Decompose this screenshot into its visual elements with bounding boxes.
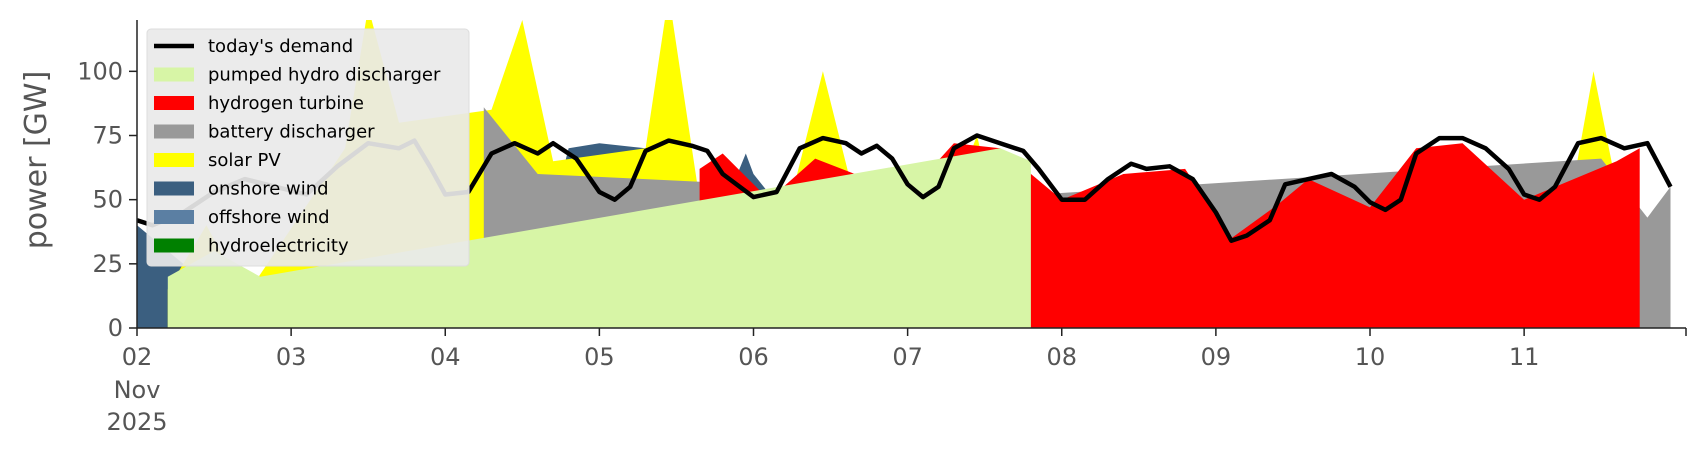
legend-label-pumped-hydro-discharger: pumped hydro discharger: [208, 65, 441, 86]
x-tick-label: 04: [430, 343, 461, 371]
y-tick-label: 50: [92, 186, 123, 214]
legend-swatch-hydroelectricity: [154, 238, 194, 253]
y-tick-label: 75: [92, 122, 123, 150]
legend-label-offshore-wind: offshore wind: [208, 207, 330, 228]
legend-swatch-pumped-hydro-discharger: [154, 67, 194, 82]
legend-label-hydrogen-turbine: hydrogen turbine: [208, 93, 364, 114]
x-tick-label: 02: [122, 343, 153, 371]
legend: today's demand pumped hydro discharger hyd…: [146, 28, 470, 267]
x-tick-label: 07: [892, 343, 923, 371]
x-tick-label: 05: [584, 343, 615, 371]
legend-box: [146, 28, 470, 267]
y-axis-label: power [GW]: [19, 71, 54, 250]
x-tick-label: 09: [1201, 343, 1232, 371]
x-tick-label: 11: [1509, 343, 1540, 371]
area-pumped-hydro-discharger: [167, 148, 1031, 328]
legend-swatch-solar-pv: [154, 153, 194, 167]
legend-swatch-hydrogen-turbine: [154, 96, 194, 110]
x-date-label: Nov: [114, 376, 161, 404]
legend-swatch-battery-discharger: [154, 124, 194, 139]
x-tick-label: 10: [1355, 343, 1386, 371]
x-tick-label: 08: [1046, 343, 1077, 371]
y-tick-label: 100: [77, 57, 123, 85]
legend-label-solar-pv: solar PV: [208, 150, 281, 171]
legend-swatch-offshore-wind: [154, 210, 194, 224]
legend-label-onshore-wind: onshore wind: [208, 179, 329, 200]
y-tick-label: 25: [92, 250, 123, 278]
y-tick-label: 0: [108, 314, 123, 342]
x-tick-label: 03: [276, 343, 307, 371]
legend-swatch-onshore-wind: [154, 181, 194, 196]
axes-layer: 0 25 50 75 100 02 03 04 05 06 07 08 09 10 11 Nov 2025: [77, 20, 1687, 436]
legend-label-battery-discharger: battery discharger: [208, 122, 375, 143]
x-date-label: 2025: [106, 408, 167, 436]
legend-label-today-s-demand: today's demand: [208, 36, 353, 57]
x-tick-label: 06: [738, 343, 769, 371]
legend-label-hydroelectricity: hydroelectricity: [208, 236, 349, 257]
